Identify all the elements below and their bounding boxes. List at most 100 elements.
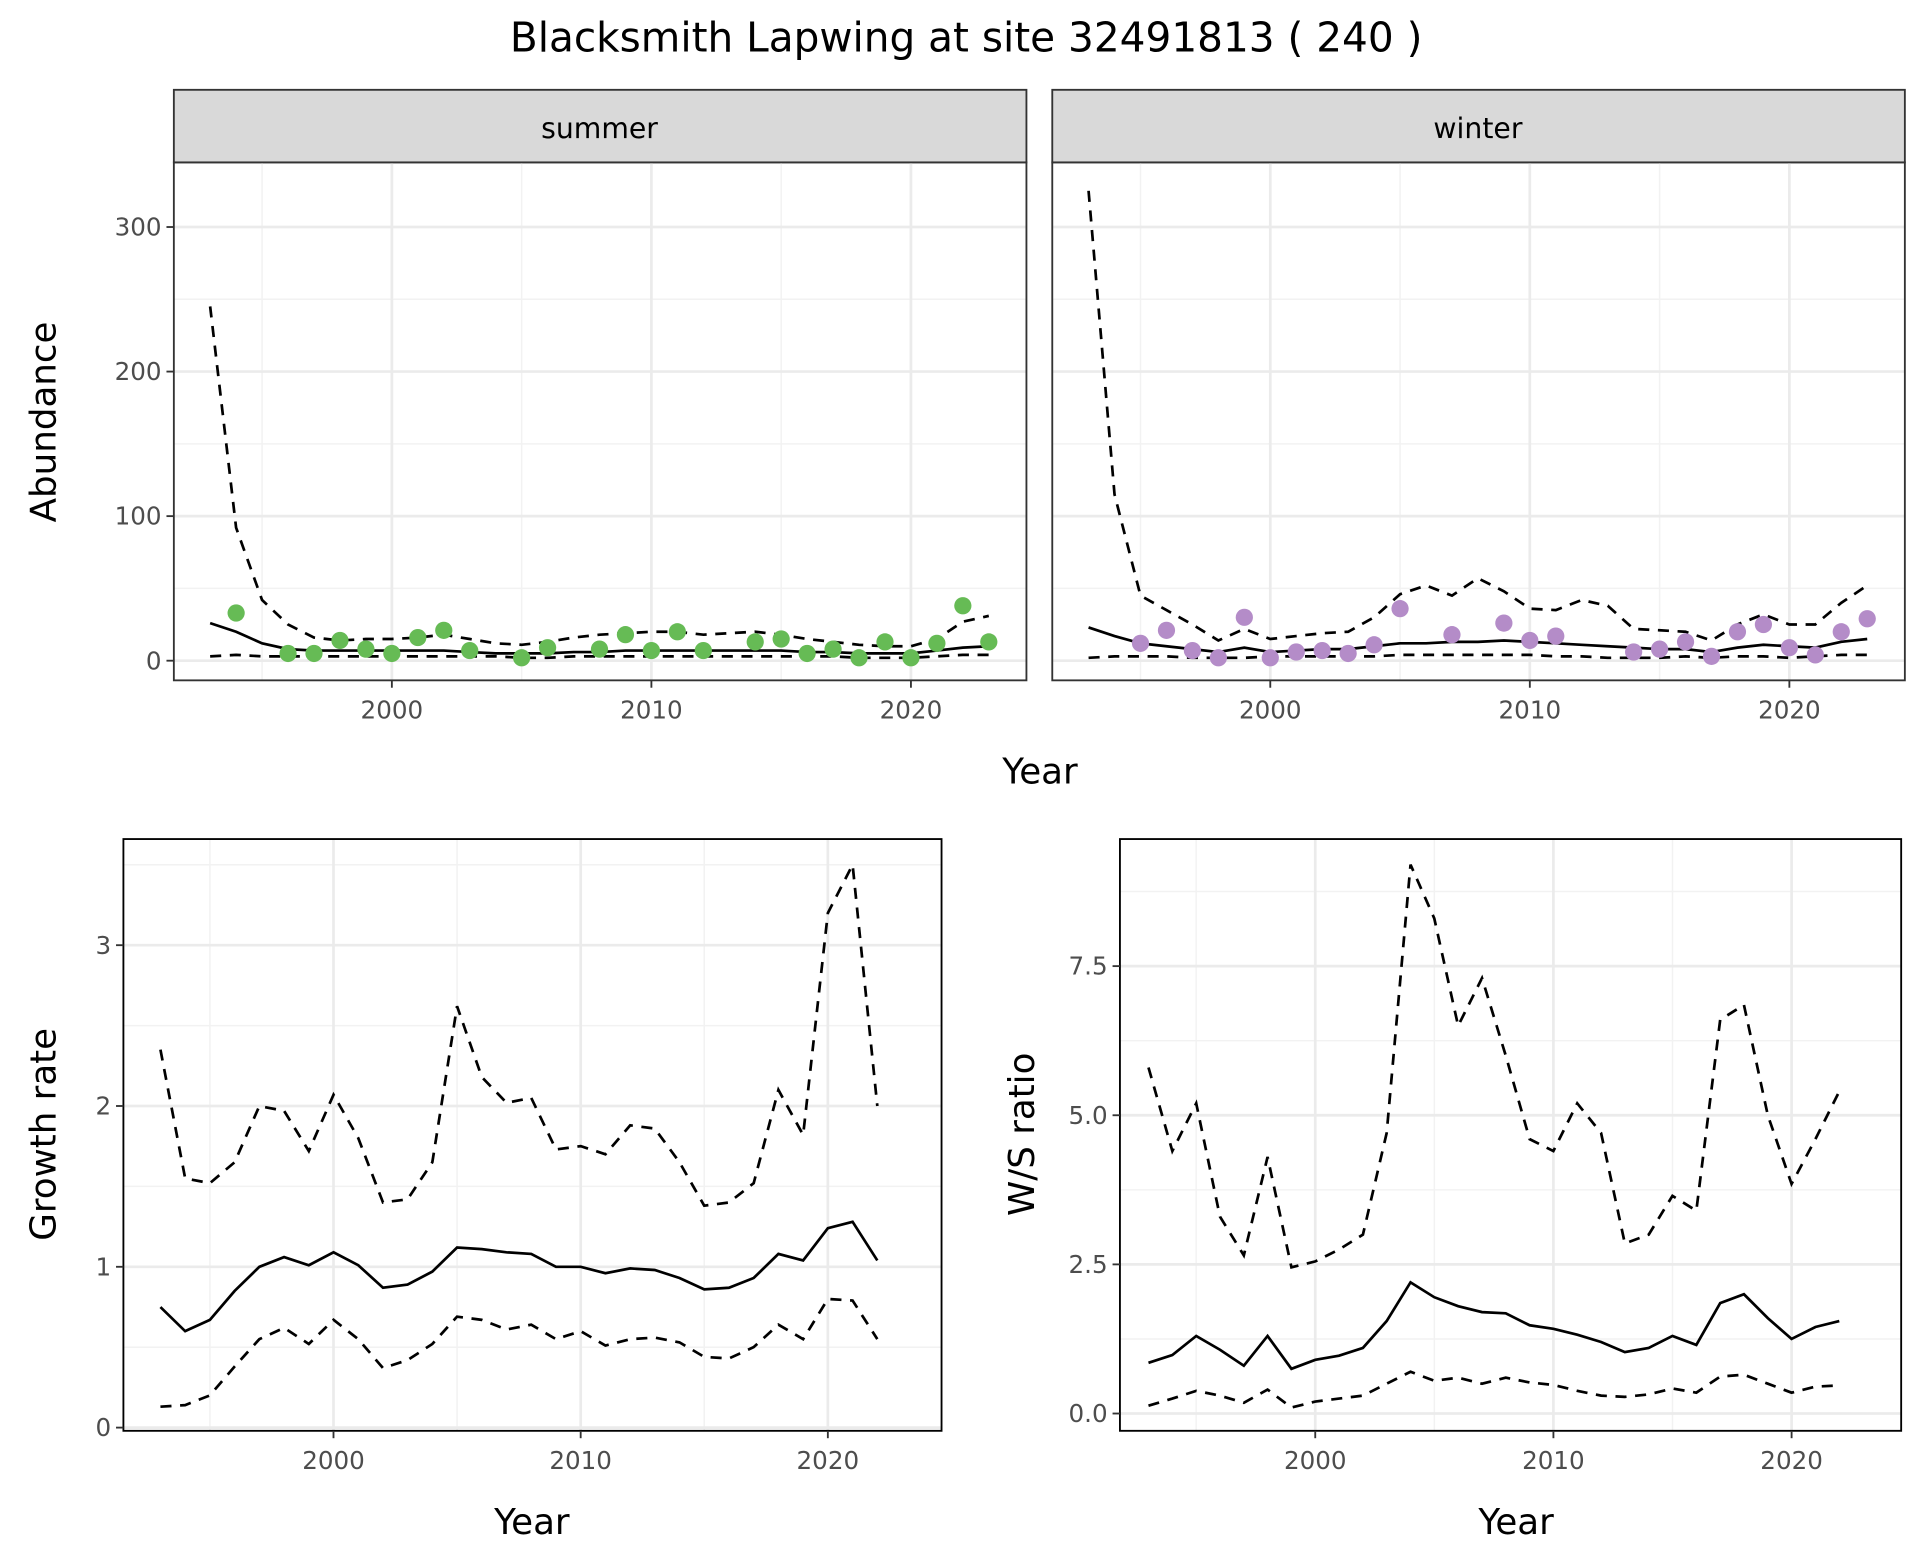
data-point-summer (954, 597, 972, 615)
y-tick-label: 300 (115, 213, 162, 242)
chart-title: Blacksmith Lapwing at site 32491813 ( 24… (510, 14, 1423, 62)
data-point-summer (876, 633, 894, 651)
data-point-summer (227, 604, 245, 622)
data-point-summer (824, 640, 842, 658)
facet-label-summer: summer (541, 112, 658, 145)
data-point-summer (694, 641, 712, 660)
panel-border (1051, 161, 1906, 682)
x-axis-title-growth: Year (493, 1502, 570, 1543)
panel-border (122, 838, 943, 1432)
y-tick-label: 3 (95, 931, 111, 960)
data-point-winter (1131, 634, 1150, 652)
data-point-summer (305, 644, 323, 663)
x-tick-label: 2010 (1522, 1446, 1585, 1475)
y-tick-label: 0 (95, 1413, 111, 1442)
data-point-summer (798, 644, 816, 663)
y-tick-label: 2 (95, 1092, 111, 1121)
data-point-winter (1728, 623, 1747, 641)
data-point-winter (1157, 621, 1176, 639)
data-point-winter (1365, 636, 1383, 654)
y-axis-title-ws: W/S ratio (1002, 1053, 1043, 1216)
x-tick-label: 2010 (1499, 695, 1562, 724)
data-point-winter (1650, 640, 1669, 658)
x-tick-label: 2010 (620, 695, 683, 724)
panel-ws: 2000 2010 2020 0.0 2.5 5.0 7.5 (1069, 838, 1903, 1475)
x-tick-label: 2020 (1760, 1446, 1823, 1475)
y-tick-label: 0.0 (1069, 1399, 1108, 1428)
x-tick-label: 2020 (880, 695, 943, 724)
data-point-winter (1209, 649, 1227, 667)
upper-bound-line (1147, 864, 1841, 1269)
x-tick-label: 2020 (1758, 695, 1821, 724)
data-point-summer (383, 644, 401, 663)
panel-border (1119, 838, 1903, 1432)
data-point-winter (1780, 639, 1798, 657)
data-point-winter (1702, 647, 1721, 665)
data-point-winter (1806, 646, 1824, 664)
data-point-summer (616, 626, 635, 644)
facet-strip-summer (172, 88, 1028, 164)
data-point-winter (1391, 600, 1409, 618)
data-point-winter (1547, 627, 1565, 645)
data-point-winter (1676, 633, 1695, 651)
y-axis-title-growth: Growth rate (24, 1028, 65, 1241)
data-point-summer (513, 649, 531, 667)
data-point-winter (1625, 643, 1643, 661)
upper-bound-line (159, 860, 879, 1208)
data-point-winter (1287, 643, 1305, 661)
mean-line (1148, 1280, 1840, 1371)
data-point-summer (357, 640, 375, 658)
data-point-winter (1443, 626, 1461, 644)
x-axis-title-ws: Year (1477, 1502, 1554, 1543)
data-point-summer (850, 649, 868, 667)
data-point-summer (279, 644, 297, 663)
x-tick-label: 2000 (1239, 695, 1302, 724)
y-tick-label: 200 (115, 357, 162, 386)
data-point-summer (435, 621, 453, 639)
panel-growth: 2000 2010 2020 0 1 2 3 (95, 838, 943, 1475)
facet-label-winter: winter (1433, 112, 1522, 145)
data-point-summer (772, 630, 790, 648)
x-axis-title-top: Year (1001, 752, 1078, 793)
y-tick-label: 0 (146, 646, 162, 675)
data-point-summer (461, 641, 479, 660)
y-tick-label: 1 (95, 1252, 111, 1281)
y-tick-label: 2.5 (1069, 1250, 1108, 1279)
y-axis-title-abundance: Abundance (24, 322, 65, 523)
data-point-summer (746, 633, 764, 651)
data-point-winter (1339, 644, 1357, 663)
panel-summer: 2000 2010 2020 0 100 200 300 (115, 161, 1028, 724)
data-point-winter (1521, 631, 1539, 650)
panel-winter: 2000 2010 2020 (1051, 161, 1906, 724)
panel-border (172, 161, 1028, 682)
data-point-winter (1313, 641, 1331, 660)
y-tick-label: 7.5 (1069, 952, 1108, 981)
lower-bound-line (160, 1297, 879, 1409)
x-tick-label: 2000 (1284, 1446, 1347, 1475)
data-point-summer (668, 623, 686, 641)
x-tick-label: 2020 (797, 1446, 860, 1475)
data-point-winter (1235, 608, 1253, 626)
data-point-winter (1261, 649, 1279, 667)
data-point-winter (1858, 610, 1876, 628)
upper-bound-line (208, 306, 990, 648)
data-point-winter (1754, 615, 1773, 634)
data-point-winter (1832, 623, 1850, 641)
data-point-summer (590, 640, 609, 658)
data-point-summer (928, 634, 946, 652)
y-tick-label: 5.0 (1069, 1101, 1108, 1130)
data-point-summer (642, 641, 661, 660)
data-point-summer (538, 639, 557, 657)
data-point-summer (980, 633, 998, 651)
facet-strip-winter (1051, 88, 1906, 164)
y-tick-label: 100 (115, 502, 162, 531)
x-tick-label: 2000 (361, 695, 424, 724)
data-point-winter (1183, 641, 1202, 660)
x-tick-label: 2000 (302, 1446, 365, 1475)
data-point-summer (331, 631, 349, 650)
x-tick-label: 2010 (549, 1446, 612, 1475)
lower-bound-line (1148, 1370, 1840, 1410)
data-point-winter (1495, 614, 1513, 632)
mean-line (159, 1220, 879, 1333)
